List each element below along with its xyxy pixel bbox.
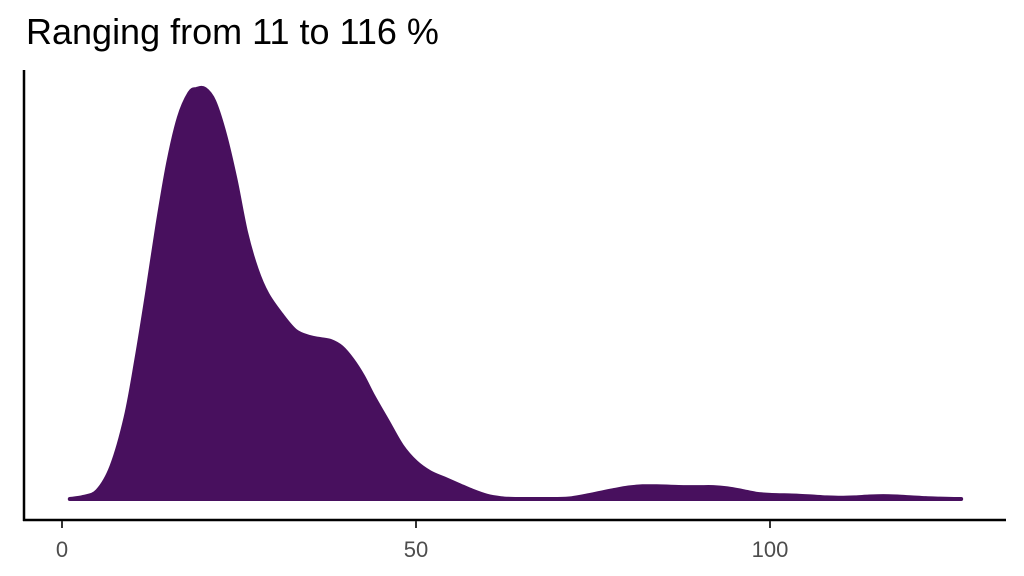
x-axis-ticks: 0 50 100 [56,521,788,562]
x-tick-label: 50 [404,537,428,562]
density-area [67,85,964,502]
x-tick-label: 0 [56,537,68,562]
x-tick-label: 100 [752,537,789,562]
chart-title: Ranging from 11 to 116 % [26,11,439,52]
